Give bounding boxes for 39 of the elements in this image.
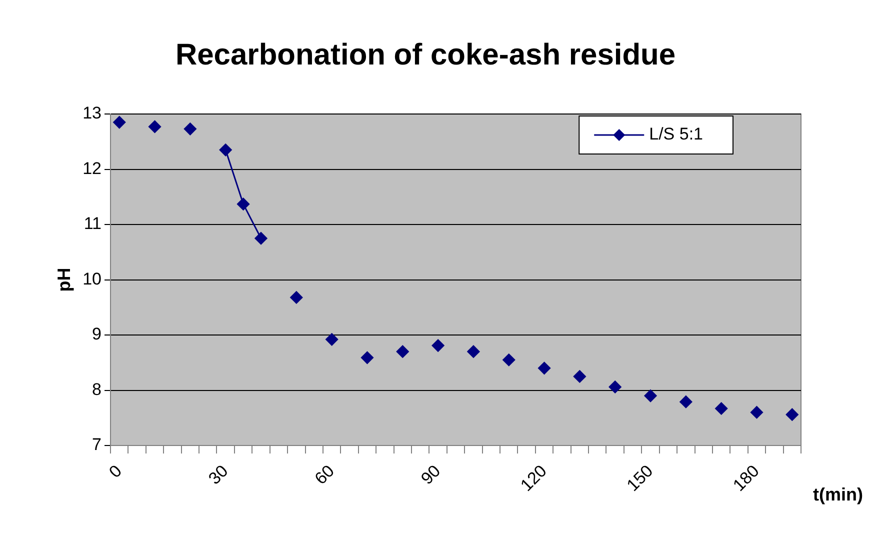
point [715,402,728,415]
point [502,354,516,366]
y-tick-label: 11 [84,214,102,234]
point [644,390,657,402]
y-tick-label: 12 [82,158,102,178]
point [396,345,409,358]
point [538,362,551,374]
point [467,345,480,358]
y-tick-label: 7 [92,435,102,454]
point [786,408,798,421]
point [219,144,232,156]
point [237,198,250,210]
x-tick-label: 120 [516,461,550,495]
y-tick-label: 9 [92,324,102,344]
x-tick-label: 150 [623,461,657,495]
point [608,380,622,394]
point [254,232,268,245]
x-tick-label: 30 [204,461,232,488]
legend-label: L/S 5:1 [649,124,704,144]
point [360,351,374,364]
point [113,116,126,129]
point [326,333,338,346]
point [148,120,162,133]
chart-title: Recarbonation of coke-ash residue [175,38,676,72]
point [184,122,196,136]
point [573,370,586,383]
y-tick-label: 13 [82,104,102,123]
x-tick-label: 60 [311,461,338,488]
x-tick-label: 0 [105,461,126,482]
point [750,406,763,419]
x-axis-title: t(min) [813,484,863,504]
point [680,396,692,408]
x-tick-label: 90 [417,461,444,488]
y-tick-label: 8 [92,380,102,399]
y-tick-label: 10 [82,269,102,288]
y-axis-title: pH [54,268,74,292]
x-tick-label: 180 [729,461,763,495]
point [290,291,303,304]
point [432,339,444,352]
